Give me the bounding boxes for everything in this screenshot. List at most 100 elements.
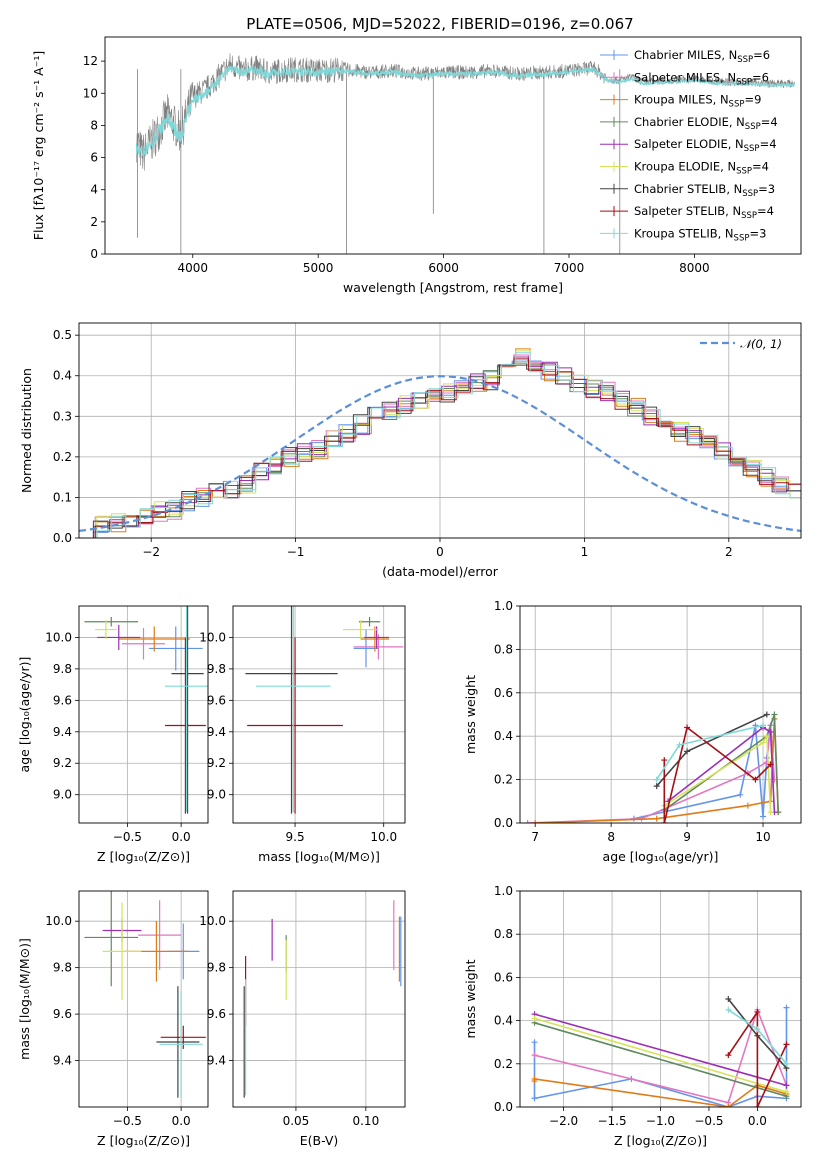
legend-label-sub: SSP [734,233,750,243]
weight-point [725,1006,732,1013]
weight-point [754,1026,761,1033]
y-tick-label: 0.1 [53,490,72,504]
weight-point [725,1104,732,1107]
weight-point [760,722,767,729]
error-point [138,900,182,970]
legend-label-suffix: =3 [758,182,775,196]
weight-series-line [527,725,776,823]
error-point [95,620,117,640]
axes-frame [104,36,802,255]
error-point [118,626,190,652]
legend-label-main: Kroupa MILES, N [634,93,729,107]
weight-point [737,791,744,798]
y-tick-label: 9.2 [53,756,72,770]
weight-point [725,1052,732,1059]
legend-label-main: Chabrier ELODIE, N [634,115,745,129]
x-tick-label: −1.0 [646,1114,675,1128]
y-tick-label: 0.0 [53,531,72,545]
x-tick-label: 7000 [554,261,585,275]
y-tick-label: 0.2 [53,450,72,464]
x-tick-label: 0 [436,545,444,559]
y-tick-label: 9.4 [207,725,226,739]
x-axis-label: Z [log₁₀(Z/Z⊙)] [614,1133,707,1148]
histogram-series [82,352,801,538]
legend-label: Chabrier ELODIE, NSSP=4 [634,115,778,132]
axes-frame [232,605,406,824]
legend-label: 𝒩(0, 1) [740,337,782,351]
plot-area [79,348,801,538]
legend-label-suffix: =4 [760,137,777,151]
error-point [171,606,204,814]
weight-point [531,1052,538,1059]
y-tick-label: 9.8 [53,961,72,975]
histogram-series [80,358,801,538]
weight-point [661,820,668,823]
legend-item: Salpeter MILES, NSSP=6 [600,70,769,87]
y-tick-label: 9.0 [53,788,72,802]
legend-label: Kroupa MILES, NSSP=9 [634,93,761,110]
weight-point [744,802,751,809]
y-tick-label: 0.6 [494,970,513,984]
error-point [156,986,200,1098]
weight-point [661,757,668,764]
y-tick-label: 0.8 [494,927,513,941]
legend-label-suffix: =6 [753,48,770,62]
weight-point [653,815,660,822]
weight-vs-metallicity-panel: −2.0 −1.5 −1.0 −0.5 0.0 0.0 0.2 0.4 0.6 0.8 1.0 Z [… [463,884,802,1148]
axes-frame [519,605,802,824]
x-tick-label: −0.5 [113,1114,142,1128]
y-tick-label: 2 [90,215,98,229]
legend-label-sub: SSP [745,122,761,132]
axes-frame [78,322,802,539]
error-point [148,626,203,671]
y-tick-label: 1.0 [494,599,513,613]
x-tick-label: 0.05 [283,1114,310,1128]
legend-label: Chabrier STELIB, NSSP=3 [634,182,775,199]
legend-label-sub: SSP [729,100,745,110]
weight-point [684,724,691,731]
plot-area [531,996,790,1107]
plot-area [245,606,404,814]
x-tick-label: 5000 [303,261,334,275]
legend-label: Kroupa ELODIE, NSSP=4 [634,160,769,177]
y-tick-label: 9.8 [53,662,72,676]
plot-area [84,606,208,814]
x-tick-label: −2 [142,545,160,559]
y-tick-label: 0.8 [494,642,513,656]
y-tick-label: 0.0 [494,1100,513,1114]
error-point [122,628,165,660]
mass-vs-ebv-panel: 0.05 0.10 9.4 9.6 9.8 10.0 E(B-V) [199,890,406,1148]
axes-frame [78,890,209,1108]
y-tick-label: 0.0 [494,816,513,830]
legend-label-suffix: =3 [749,226,766,240]
legend-label-main: Salpeter STELIB, N [634,204,741,218]
weight-point [783,1082,790,1089]
x-axis-label: E(B-V) [300,1133,339,1148]
weight-point [752,776,759,783]
error-point [165,637,206,814]
y-tick-label: 0.3 [53,409,72,423]
age-vs-metallicity-panel: −0.5 0.0 9.0 9.2 9.4 9.6 9.8 10.0 Z [log₁₀(Z/Z⊙)… [17,605,209,864]
histogram-series [79,363,801,538]
y-tick-label: 9.0 [207,788,226,802]
legend-label: Salpeter ELODIE, NSSP=4 [634,137,777,154]
legend-label: Kroupa STELIB, NSSP=3 [634,226,766,243]
y-tick-label: 0.4 [53,369,72,383]
legend-label-sub: SSP [736,77,752,87]
weight-point [763,733,770,740]
x-tick-label: 0.0 [172,830,191,844]
error-point [84,617,139,627]
y-tick-label: 9.6 [207,1007,226,1021]
weight-point [754,1008,761,1015]
x-tick-label: −0.5 [113,830,142,844]
spectrum-panel: 4000 5000 6000 7000 8000 0 2 4 6 8 10 12 wavelength … [31,36,802,295]
weight-point [684,748,691,755]
x-tick-label: −0.5 [694,1114,723,1128]
mass-vs-metallicity-panel: −0.5 0.0 9.4 9.6 9.8 10.0 Z [log₁₀(Z/Z⊙)] mass … [17,890,209,1148]
y-tick-label: 0.2 [494,1057,513,1071]
y-tick-label: 9.6 [53,1007,72,1021]
histogram-series [79,362,801,538]
x-tick-label: 9 [683,830,691,844]
legend-label-sub: SSP [736,167,752,177]
